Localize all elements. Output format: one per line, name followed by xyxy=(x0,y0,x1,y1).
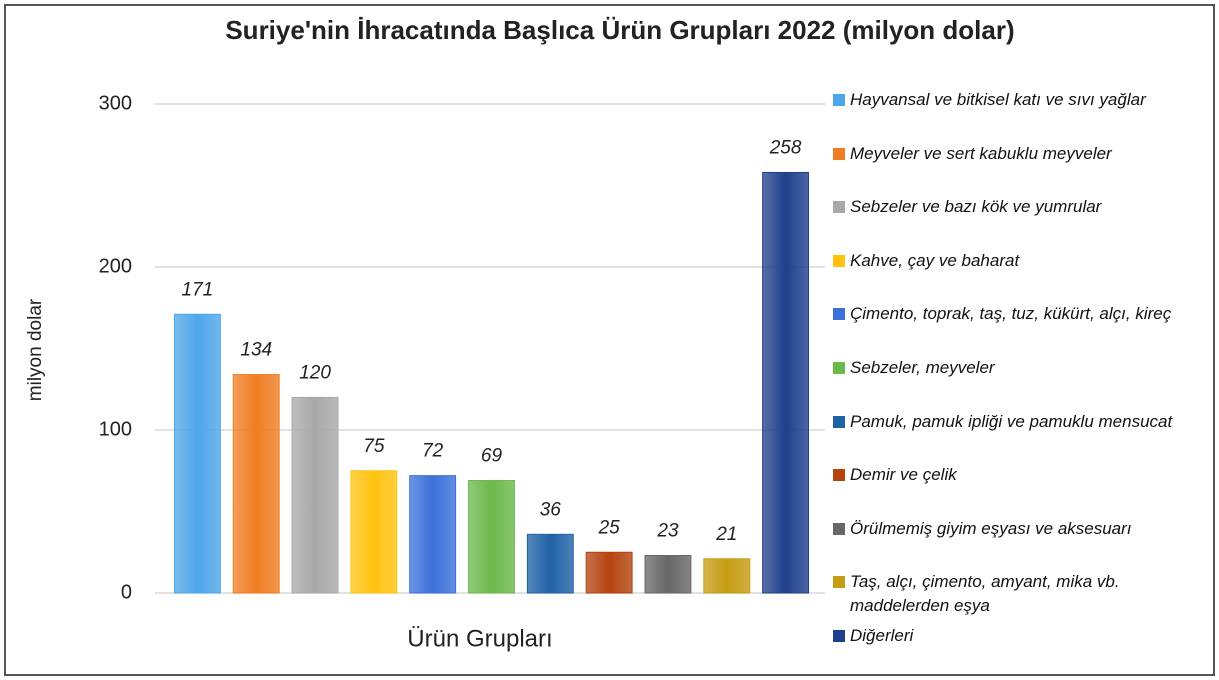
data-label: 134 xyxy=(240,340,272,361)
legend-item: Pamuk, pamuk ipliği ve pamuklu mensucat xyxy=(833,410,1205,434)
legend-item: Taş, alçı, çimento, amyant, mika vb. mad… xyxy=(833,570,1205,618)
legend-swatch xyxy=(833,94,845,106)
bar xyxy=(585,551,633,594)
bar xyxy=(173,313,221,594)
legend-label: Demir ve çelik xyxy=(850,465,957,485)
legend-item: Örülmemiş giyim eşyası ve aksesuarı xyxy=(833,517,1205,541)
legend-label: Hayvansal ve bitkisel katı ve sıvı yağla… xyxy=(850,90,1146,109)
legend-swatch xyxy=(833,201,845,214)
data-label: 75 xyxy=(363,436,385,457)
bar xyxy=(703,558,751,594)
data-label: 171 xyxy=(182,279,214,300)
legend-item: Çimento, toprak, taş, tuz, kükürt, alçı,… xyxy=(833,302,1205,326)
legend-swatch xyxy=(833,576,845,589)
legend-swatch xyxy=(833,469,845,482)
y-tick-label: 100 xyxy=(99,418,132,440)
legend-swatch xyxy=(833,362,845,374)
legend-swatch xyxy=(833,308,845,321)
legend-item: Diğerleri xyxy=(833,624,1205,648)
legend-swatch xyxy=(833,415,845,428)
legend-item: Sebzeler ve bazı kök ve yumrular xyxy=(833,195,1205,219)
legend-item: Demir ve çelik xyxy=(833,463,1205,487)
data-label: 23 xyxy=(656,521,679,542)
legend-item: Hayvansal ve bitkisel katı ve sıvı yağla… xyxy=(833,88,1205,112)
legend-swatch xyxy=(833,522,845,535)
bar xyxy=(644,555,692,594)
data-label: 72 xyxy=(422,441,444,462)
bar xyxy=(232,374,280,594)
data-label: 36 xyxy=(540,499,562,520)
data-label: 69 xyxy=(481,446,503,467)
y-tick-label: 0 xyxy=(121,581,132,603)
data-label: 25 xyxy=(598,517,621,538)
bar xyxy=(468,480,515,594)
bar xyxy=(526,533,574,594)
y-tick-label: 300 xyxy=(99,92,132,114)
y-tick-label: 200 xyxy=(99,255,132,277)
chart-title: Suriye'nin İhracatında Başlıca Ürün Grup… xyxy=(225,15,1014,45)
legend-label: Örülmemiş giyim eşyası ve aksesuarı xyxy=(850,518,1132,538)
data-label: 21 xyxy=(715,524,737,545)
bar xyxy=(291,396,339,594)
legend-label: Diğerleri xyxy=(850,626,914,645)
legend-label: Taş, alçı, çimento, amyant, mika vb. mad… xyxy=(850,572,1120,616)
data-label: 258 xyxy=(769,137,802,158)
legend-label: Pamuk, pamuk ipliği ve pamuklu mensucat xyxy=(850,411,1173,431)
legend-item: Sebzeler, meyveler xyxy=(833,356,1205,380)
legend-label: Kahve, çay ve baharat xyxy=(850,250,1020,270)
legend-label: Meyveler ve sert kabuklu meyveler xyxy=(850,143,1112,163)
bar xyxy=(762,171,810,594)
x-axis-label: Ürün Grupları xyxy=(407,625,552,652)
legend-label: Sebzeler ve bazı kök ve yumrular xyxy=(850,197,1102,217)
data-label: 120 xyxy=(299,362,331,383)
legend-swatch xyxy=(833,147,845,160)
legend-label: Sebzeler, meyveler xyxy=(850,358,995,377)
bar xyxy=(409,475,457,594)
bar xyxy=(350,470,398,594)
legend-swatch xyxy=(833,254,845,267)
y-axis-label: milyon dolar xyxy=(25,298,46,401)
legend-item: Kahve, çay ve baharat xyxy=(833,249,1205,273)
legend-swatch xyxy=(833,630,845,642)
legend-item: Meyveler ve sert kabuklu meyveler xyxy=(833,142,1205,166)
legend-label: Çimento, toprak, taş, tuz, kükürt, alçı,… xyxy=(850,304,1172,324)
